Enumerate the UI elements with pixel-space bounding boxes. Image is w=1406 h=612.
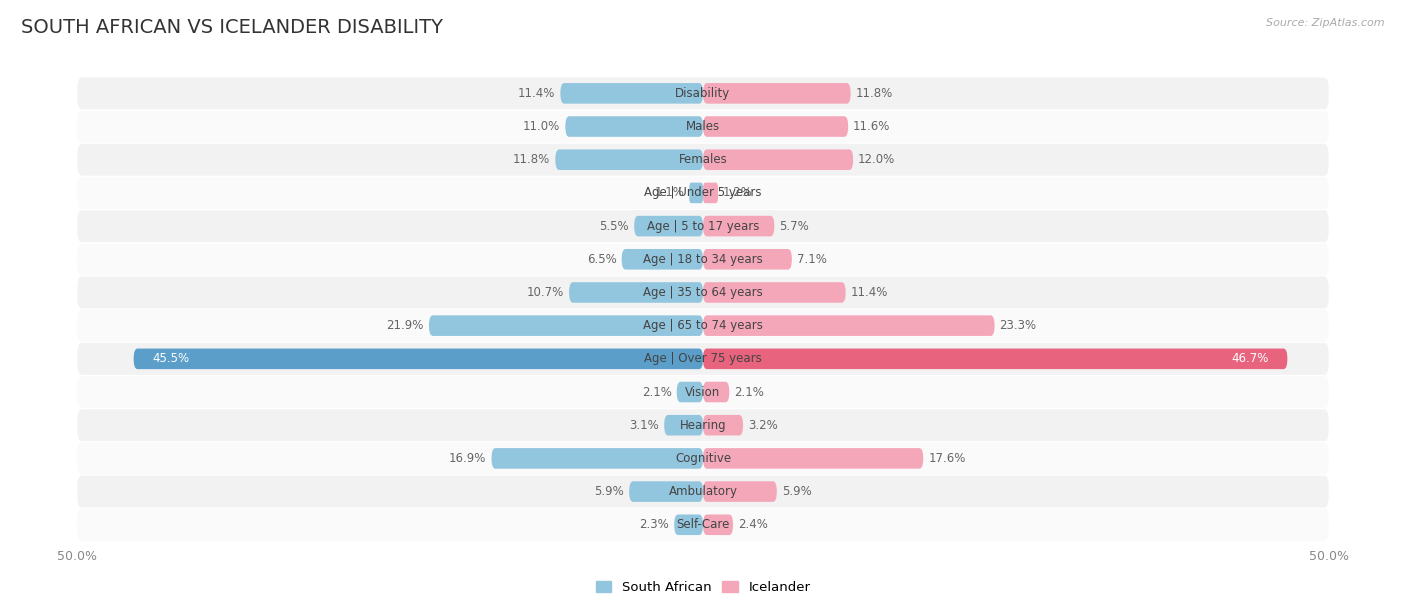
FancyBboxPatch shape <box>689 182 703 203</box>
FancyBboxPatch shape <box>703 149 853 170</box>
FancyBboxPatch shape <box>703 515 733 535</box>
FancyBboxPatch shape <box>664 415 703 436</box>
Text: 45.5%: 45.5% <box>152 353 190 365</box>
FancyBboxPatch shape <box>569 282 703 303</box>
FancyBboxPatch shape <box>77 277 1329 308</box>
Text: 1.1%: 1.1% <box>654 187 685 200</box>
FancyBboxPatch shape <box>703 315 994 336</box>
Text: Cognitive: Cognitive <box>675 452 731 465</box>
Text: 11.0%: 11.0% <box>523 120 561 133</box>
Text: 2.1%: 2.1% <box>643 386 672 398</box>
Text: 2.4%: 2.4% <box>738 518 768 531</box>
FancyBboxPatch shape <box>703 349 1288 369</box>
Text: 10.7%: 10.7% <box>527 286 564 299</box>
FancyBboxPatch shape <box>621 249 703 269</box>
Text: 1.2%: 1.2% <box>723 187 752 200</box>
FancyBboxPatch shape <box>492 448 703 469</box>
FancyBboxPatch shape <box>561 83 703 103</box>
FancyBboxPatch shape <box>703 249 792 269</box>
FancyBboxPatch shape <box>77 442 1329 474</box>
FancyBboxPatch shape <box>77 210 1329 242</box>
Text: Age | Under 5 years: Age | Under 5 years <box>644 187 762 200</box>
Text: Self-Care: Self-Care <box>676 518 730 531</box>
Text: Age | 35 to 64 years: Age | 35 to 64 years <box>643 286 763 299</box>
Text: Vision: Vision <box>685 386 721 398</box>
Text: Age | 5 to 17 years: Age | 5 to 17 years <box>647 220 759 233</box>
Text: Age | 18 to 34 years: Age | 18 to 34 years <box>643 253 763 266</box>
FancyBboxPatch shape <box>703 481 778 502</box>
FancyBboxPatch shape <box>703 382 730 402</box>
Text: Females: Females <box>679 153 727 166</box>
FancyBboxPatch shape <box>565 116 703 137</box>
FancyBboxPatch shape <box>555 149 703 170</box>
FancyBboxPatch shape <box>77 111 1329 143</box>
FancyBboxPatch shape <box>703 83 851 103</box>
Text: 5.5%: 5.5% <box>599 220 628 233</box>
Text: 5.9%: 5.9% <box>782 485 811 498</box>
Text: Disability: Disability <box>675 87 731 100</box>
FancyBboxPatch shape <box>703 116 848 137</box>
Text: 11.8%: 11.8% <box>856 87 893 100</box>
FancyBboxPatch shape <box>77 177 1329 209</box>
FancyBboxPatch shape <box>77 376 1329 408</box>
FancyBboxPatch shape <box>703 182 718 203</box>
Text: 12.0%: 12.0% <box>858 153 896 166</box>
Text: 7.1%: 7.1% <box>797 253 827 266</box>
FancyBboxPatch shape <box>703 448 924 469</box>
FancyBboxPatch shape <box>77 476 1329 507</box>
FancyBboxPatch shape <box>429 315 703 336</box>
Text: 21.9%: 21.9% <box>387 319 425 332</box>
FancyBboxPatch shape <box>77 78 1329 110</box>
Text: 2.1%: 2.1% <box>734 386 763 398</box>
Text: Source: ZipAtlas.com: Source: ZipAtlas.com <box>1267 18 1385 28</box>
FancyBboxPatch shape <box>77 409 1329 441</box>
Text: 6.5%: 6.5% <box>586 253 617 266</box>
Text: Males: Males <box>686 120 720 133</box>
Text: 23.3%: 23.3% <box>1000 319 1036 332</box>
Text: 5.7%: 5.7% <box>779 220 808 233</box>
FancyBboxPatch shape <box>676 382 703 402</box>
Text: 3.2%: 3.2% <box>748 419 778 431</box>
Text: 11.4%: 11.4% <box>851 286 889 299</box>
Text: 11.8%: 11.8% <box>513 153 550 166</box>
FancyBboxPatch shape <box>77 343 1329 375</box>
Text: Hearing: Hearing <box>679 419 727 431</box>
Text: 11.4%: 11.4% <box>517 87 555 100</box>
FancyBboxPatch shape <box>675 515 703 535</box>
Text: Ambulatory: Ambulatory <box>668 485 738 498</box>
FancyBboxPatch shape <box>703 282 845 303</box>
Text: 5.9%: 5.9% <box>595 485 624 498</box>
Text: 2.3%: 2.3% <box>640 518 669 531</box>
FancyBboxPatch shape <box>77 509 1329 540</box>
FancyBboxPatch shape <box>77 244 1329 275</box>
Legend: South African, Icelander: South African, Icelander <box>591 576 815 599</box>
Text: 11.6%: 11.6% <box>853 120 890 133</box>
Text: 3.1%: 3.1% <box>630 419 659 431</box>
Text: 46.7%: 46.7% <box>1232 353 1268 365</box>
Text: 16.9%: 16.9% <box>449 452 486 465</box>
FancyBboxPatch shape <box>77 144 1329 176</box>
Text: Age | Over 75 years: Age | Over 75 years <box>644 353 762 365</box>
Text: 17.6%: 17.6% <box>928 452 966 465</box>
Text: Age | 65 to 74 years: Age | 65 to 74 years <box>643 319 763 332</box>
FancyBboxPatch shape <box>77 310 1329 341</box>
FancyBboxPatch shape <box>703 415 742 436</box>
Text: SOUTH AFRICAN VS ICELANDER DISABILITY: SOUTH AFRICAN VS ICELANDER DISABILITY <box>21 18 443 37</box>
FancyBboxPatch shape <box>628 481 703 502</box>
FancyBboxPatch shape <box>703 216 775 236</box>
FancyBboxPatch shape <box>634 216 703 236</box>
FancyBboxPatch shape <box>134 349 703 369</box>
